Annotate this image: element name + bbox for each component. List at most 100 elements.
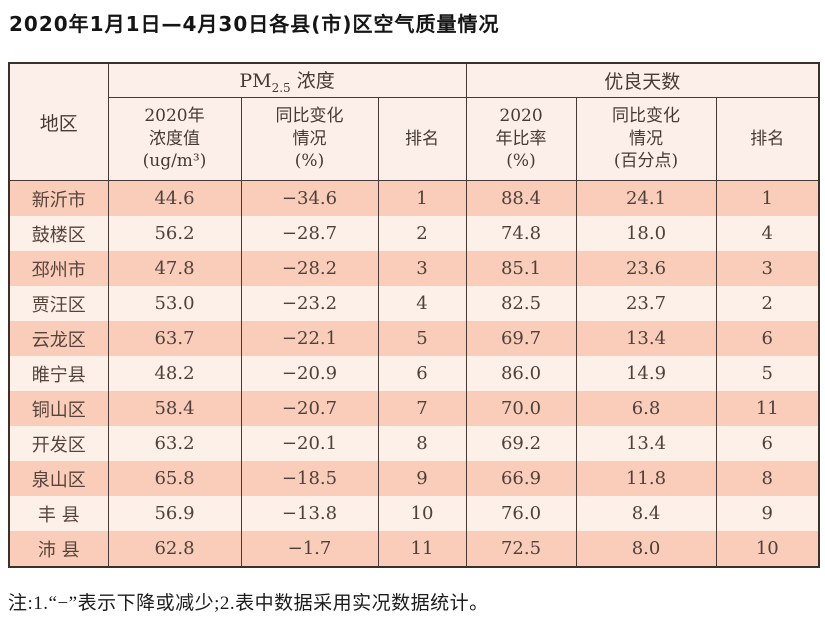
cell-good-change: 13.4: [575, 426, 717, 461]
cell-pm25-value: 62.8: [107, 531, 242, 567]
header-good-rate: 2020 年比率 (%): [465, 97, 577, 181]
table-row: 泉山区 65.8 −18.5 9 66.9 11.8 8: [8, 461, 820, 496]
table-header: 地区 PM2.5 浓度 优良天数 2020年 浓度值 (ug/m³) 同比变化 …: [8, 63, 820, 181]
cell-region: 新沂市: [8, 180, 109, 216]
cell-pm25-rank: 2: [377, 216, 467, 251]
cell-pm25-change: −20.9: [240, 356, 379, 391]
cell-good-rate: 69.2: [465, 426, 577, 461]
table-row: 睢宁县 48.2 −20.9 6 86.0 14.9 5: [8, 356, 820, 391]
table-row: 贾汪区 53.0 −23.2 4 82.5 23.7 2: [8, 286, 820, 321]
cell-pm25-rank: 5: [377, 321, 467, 356]
cell-good-rank: 3: [715, 251, 820, 286]
footnote: 注:1.“−”表示下降或减少;2.表中数据采用实况数据统计。: [8, 593, 489, 614]
table-row: 铜山区 58.4 −20.7 7 70.0 6.8 11: [8, 391, 820, 426]
cell-pm25-change: −18.5: [240, 461, 379, 496]
header-group-row: 地区 PM2.5 浓度 优良天数: [8, 63, 820, 181]
cell-good-rate: 69.7: [465, 321, 577, 356]
cell-good-rate: 70.0: [465, 391, 577, 426]
header-sub-row: 2020年 浓度值 (ug/m³) 同比变化 情况 (%) 排名 2020 年比…: [9, 97, 820, 181]
cell-pm25-rank: 4: [377, 286, 467, 321]
cell-pm25-rank: 10: [377, 496, 467, 531]
cell-pm25-value: 63.7: [107, 321, 242, 356]
pm25-label-suffix: 浓度: [290, 70, 335, 93]
cell-pm25-value: 48.2: [107, 356, 242, 391]
pm25-label-prefix: PM: [239, 70, 272, 93]
table-row: 沛 县 62.8 −1.7 11 72.5 8.0 10: [8, 531, 820, 567]
cell-pm25-value: 47.8: [107, 251, 242, 286]
cell-good-rank: 10: [715, 531, 820, 567]
cell-good-rate: 66.9: [465, 461, 577, 496]
cell-good-change: 11.8: [575, 461, 717, 496]
header-good-rank: 排名: [715, 97, 820, 181]
cell-good-rate: 72.5: [465, 531, 577, 567]
cell-pm25-change: −28.2: [240, 251, 379, 286]
cell-pm25-value: 53.0: [107, 286, 242, 321]
cell-pm25-value: 63.2: [107, 426, 242, 461]
header-pm25-change: 同比变化 情况 (%): [240, 97, 379, 181]
cell-pm25-rank: 9: [377, 461, 467, 496]
cell-pm25-value: 56.9: [107, 496, 242, 531]
cell-pm25-rank: 8: [377, 426, 467, 461]
cell-region: 丰 县: [8, 496, 109, 531]
header-pm25-rank: 排名: [377, 97, 467, 181]
cell-region: 贾汪区: [8, 286, 109, 321]
cell-good-change: 24.1: [575, 180, 717, 216]
cell-good-change: 8.4: [575, 496, 717, 531]
cell-pm25-change: −20.7: [240, 391, 379, 426]
header-region: 地区: [8, 63, 109, 181]
header-pm25-group: PM2.5 浓度: [107, 63, 467, 98]
cell-good-change: 14.9: [575, 356, 717, 391]
cell-good-change: 13.4: [575, 321, 717, 356]
cell-region: 开发区: [8, 426, 109, 461]
cell-pm25-rank: 11: [377, 531, 467, 567]
header-pm25-value: 2020年 浓度值 (ug/m³): [107, 97, 242, 181]
table-row: 邳州市 47.8 −28.2 3 85.1 23.6 3: [8, 251, 820, 286]
cell-good-rank: 6: [715, 426, 820, 461]
cell-pm25-rank: 1: [377, 180, 467, 216]
cell-good-rate: 85.1: [465, 251, 577, 286]
cell-region: 铜山区: [8, 391, 109, 426]
cell-region: 沛 县: [8, 531, 109, 567]
cell-pm25-rank: 6: [377, 356, 467, 391]
cell-pm25-value: 44.6: [107, 180, 242, 216]
cell-pm25-value: 56.2: [107, 216, 242, 251]
cell-pm25-value: 58.4: [107, 391, 242, 426]
cell-region: 睢宁县: [8, 356, 109, 391]
air-quality-table: 地区 PM2.5 浓度 优良天数 2020年 浓度值 (ug/m³) 同比变化 …: [8, 62, 821, 568]
cell-good-change: 23.6: [575, 251, 717, 286]
cell-pm25-rank: 3: [377, 251, 467, 286]
cell-good-rate: 74.8: [465, 216, 577, 251]
cell-good-rank: 8: [715, 461, 820, 496]
cell-pm25-change: −22.1: [240, 321, 379, 356]
cell-good-rate: 88.4: [465, 180, 577, 216]
cell-region: 泉山区: [8, 461, 109, 496]
cell-good-rank: 6: [715, 321, 820, 356]
cell-pm25-change: −28.7: [240, 216, 379, 251]
cell-region: 鼓楼区: [8, 216, 109, 251]
cell-good-change: 6.8: [575, 391, 717, 426]
page-title: 2020年1月1日—4月30日各县(市)区空气质量情况: [9, 12, 500, 36]
cell-good-rate: 82.5: [465, 286, 577, 321]
table-row: 开发区 63.2 −20.1 8 69.2 13.4 6: [8, 426, 820, 461]
cell-good-rank: 9: [715, 496, 820, 531]
header-good-days-group: 优良天数: [465, 63, 820, 98]
cell-pm25-change: −13.8: [240, 496, 379, 531]
table-row: 云龙区 63.7 −22.1 5 69.7 13.4 6: [8, 321, 820, 356]
pm25-label-subscript: 2.5: [271, 80, 291, 95]
table-row: 丰 县 56.9 −13.8 10 76.0 8.4 9: [8, 496, 820, 531]
cell-good-rate: 86.0: [465, 356, 577, 391]
cell-good-change: 23.7: [575, 286, 717, 321]
cell-pm25-change: −34.6: [240, 180, 379, 216]
table-body: 新沂市 44.6 −34.6 1 88.4 24.1 1 鼓楼区 56.2 −2…: [8, 180, 820, 567]
cell-good-change: 18.0: [575, 216, 717, 251]
cell-good-rank: 2: [715, 286, 820, 321]
cell-region: 邳州市: [8, 251, 109, 286]
cell-region: 云龙区: [8, 321, 109, 356]
table-row: 新沂市 44.6 −34.6 1 88.4 24.1 1: [8, 180, 820, 216]
cell-pm25-rank: 7: [377, 391, 467, 426]
table-row: 鼓楼区 56.2 −28.7 2 74.8 18.0 4: [8, 216, 820, 251]
cell-good-rank: 4: [715, 216, 820, 251]
cell-good-rate: 76.0: [465, 496, 577, 531]
cell-good-rank: 1: [715, 180, 820, 216]
